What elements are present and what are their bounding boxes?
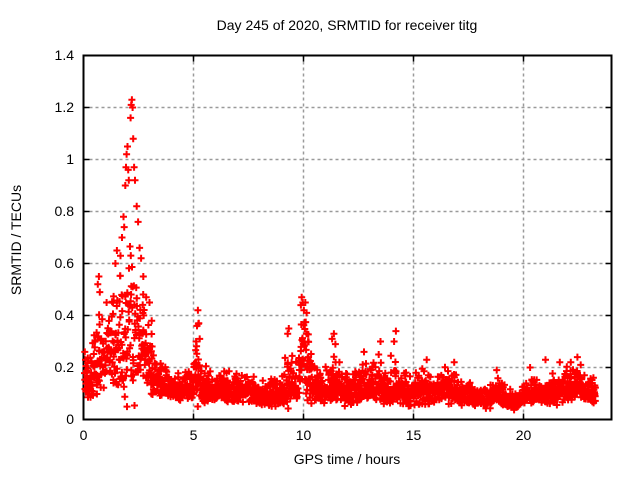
x-tick-label-10: 10 [295,427,312,443]
y-tick-label-0: 0 [66,410,74,427]
y-tick-label-1.2: 1.2 [54,98,74,115]
plot-border [82,54,613,421]
y-tick-label-0.8: 0.8 [54,202,74,219]
x-tick-label-20: 20 [515,427,532,443]
chart-title: Day 245 of 2020, SRMTID for receiver tit… [216,17,478,33]
y-tick-label-1: 1 [66,150,74,167]
x-axis-label: GPS time / hours [293,451,401,467]
y-tick-label-0.2: 0.2 [54,358,74,375]
scatter-points [81,96,599,414]
axis-ticks [82,54,612,421]
y-axis-label: SRMTID / TECUs [8,184,24,296]
x-tick-label-5: 5 [189,427,198,443]
y-tick-label-0.6: 0.6 [54,254,74,271]
x-tick-label-0: 0 [79,427,88,443]
y-tick-label-1.4: 1.4 [54,46,74,63]
y-tick-label-0.4: 0.4 [54,306,74,323]
grid-lines [83,55,612,420]
x-tick-label-15: 15 [405,427,422,443]
